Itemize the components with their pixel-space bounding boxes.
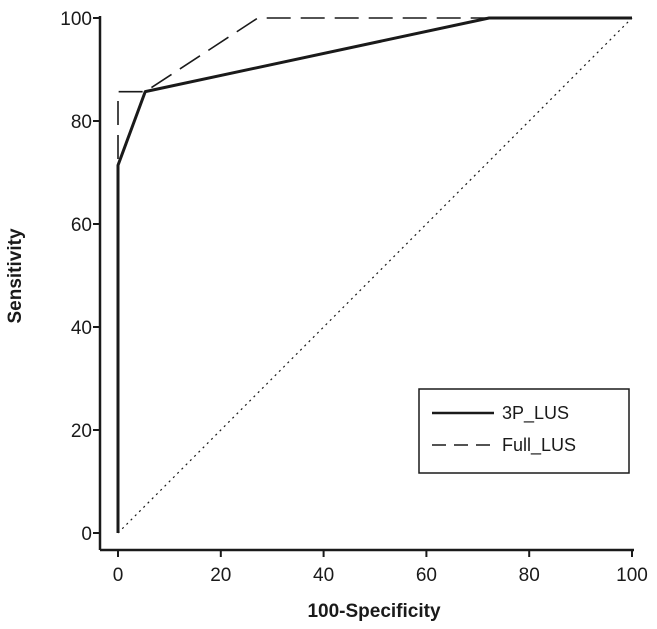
y-tick-label: 60 xyxy=(71,215,92,236)
legend-label-full-lus: Full_LUS xyxy=(502,435,576,456)
reference-diagonal-line xyxy=(117,17,633,534)
x-tick-label: 80 xyxy=(519,565,540,586)
x-axis-title: 100-Specificity xyxy=(307,601,440,622)
x-tick-label: 40 xyxy=(313,565,334,586)
y-ticks: 0 20 40 60 80 100 xyxy=(60,9,100,545)
x-tick-label: 100 xyxy=(616,565,648,586)
y-tick-label: 100 xyxy=(60,9,92,30)
x-ticks: 0 20 40 60 80 100 xyxy=(113,550,648,586)
y-tick-label: 0 xyxy=(81,524,92,545)
x-tick-label: 20 xyxy=(210,565,231,586)
x-tick-label: 0 xyxy=(113,565,124,586)
y-tick-label: 40 xyxy=(71,318,92,339)
legend: 3P_LUS Full_LUS xyxy=(418,388,630,474)
legend-box xyxy=(418,388,630,474)
axes xyxy=(98,16,634,552)
y-tick-label: 20 xyxy=(71,421,92,442)
legend-label-3p-lus: 3P_LUS xyxy=(502,403,569,424)
series-line-full-lus xyxy=(117,17,632,533)
x-tick-label: 60 xyxy=(416,565,437,586)
y-axis-title: Sensitivity xyxy=(5,228,26,323)
y-tick-label: 80 xyxy=(71,112,92,133)
plot-area xyxy=(116,16,633,534)
